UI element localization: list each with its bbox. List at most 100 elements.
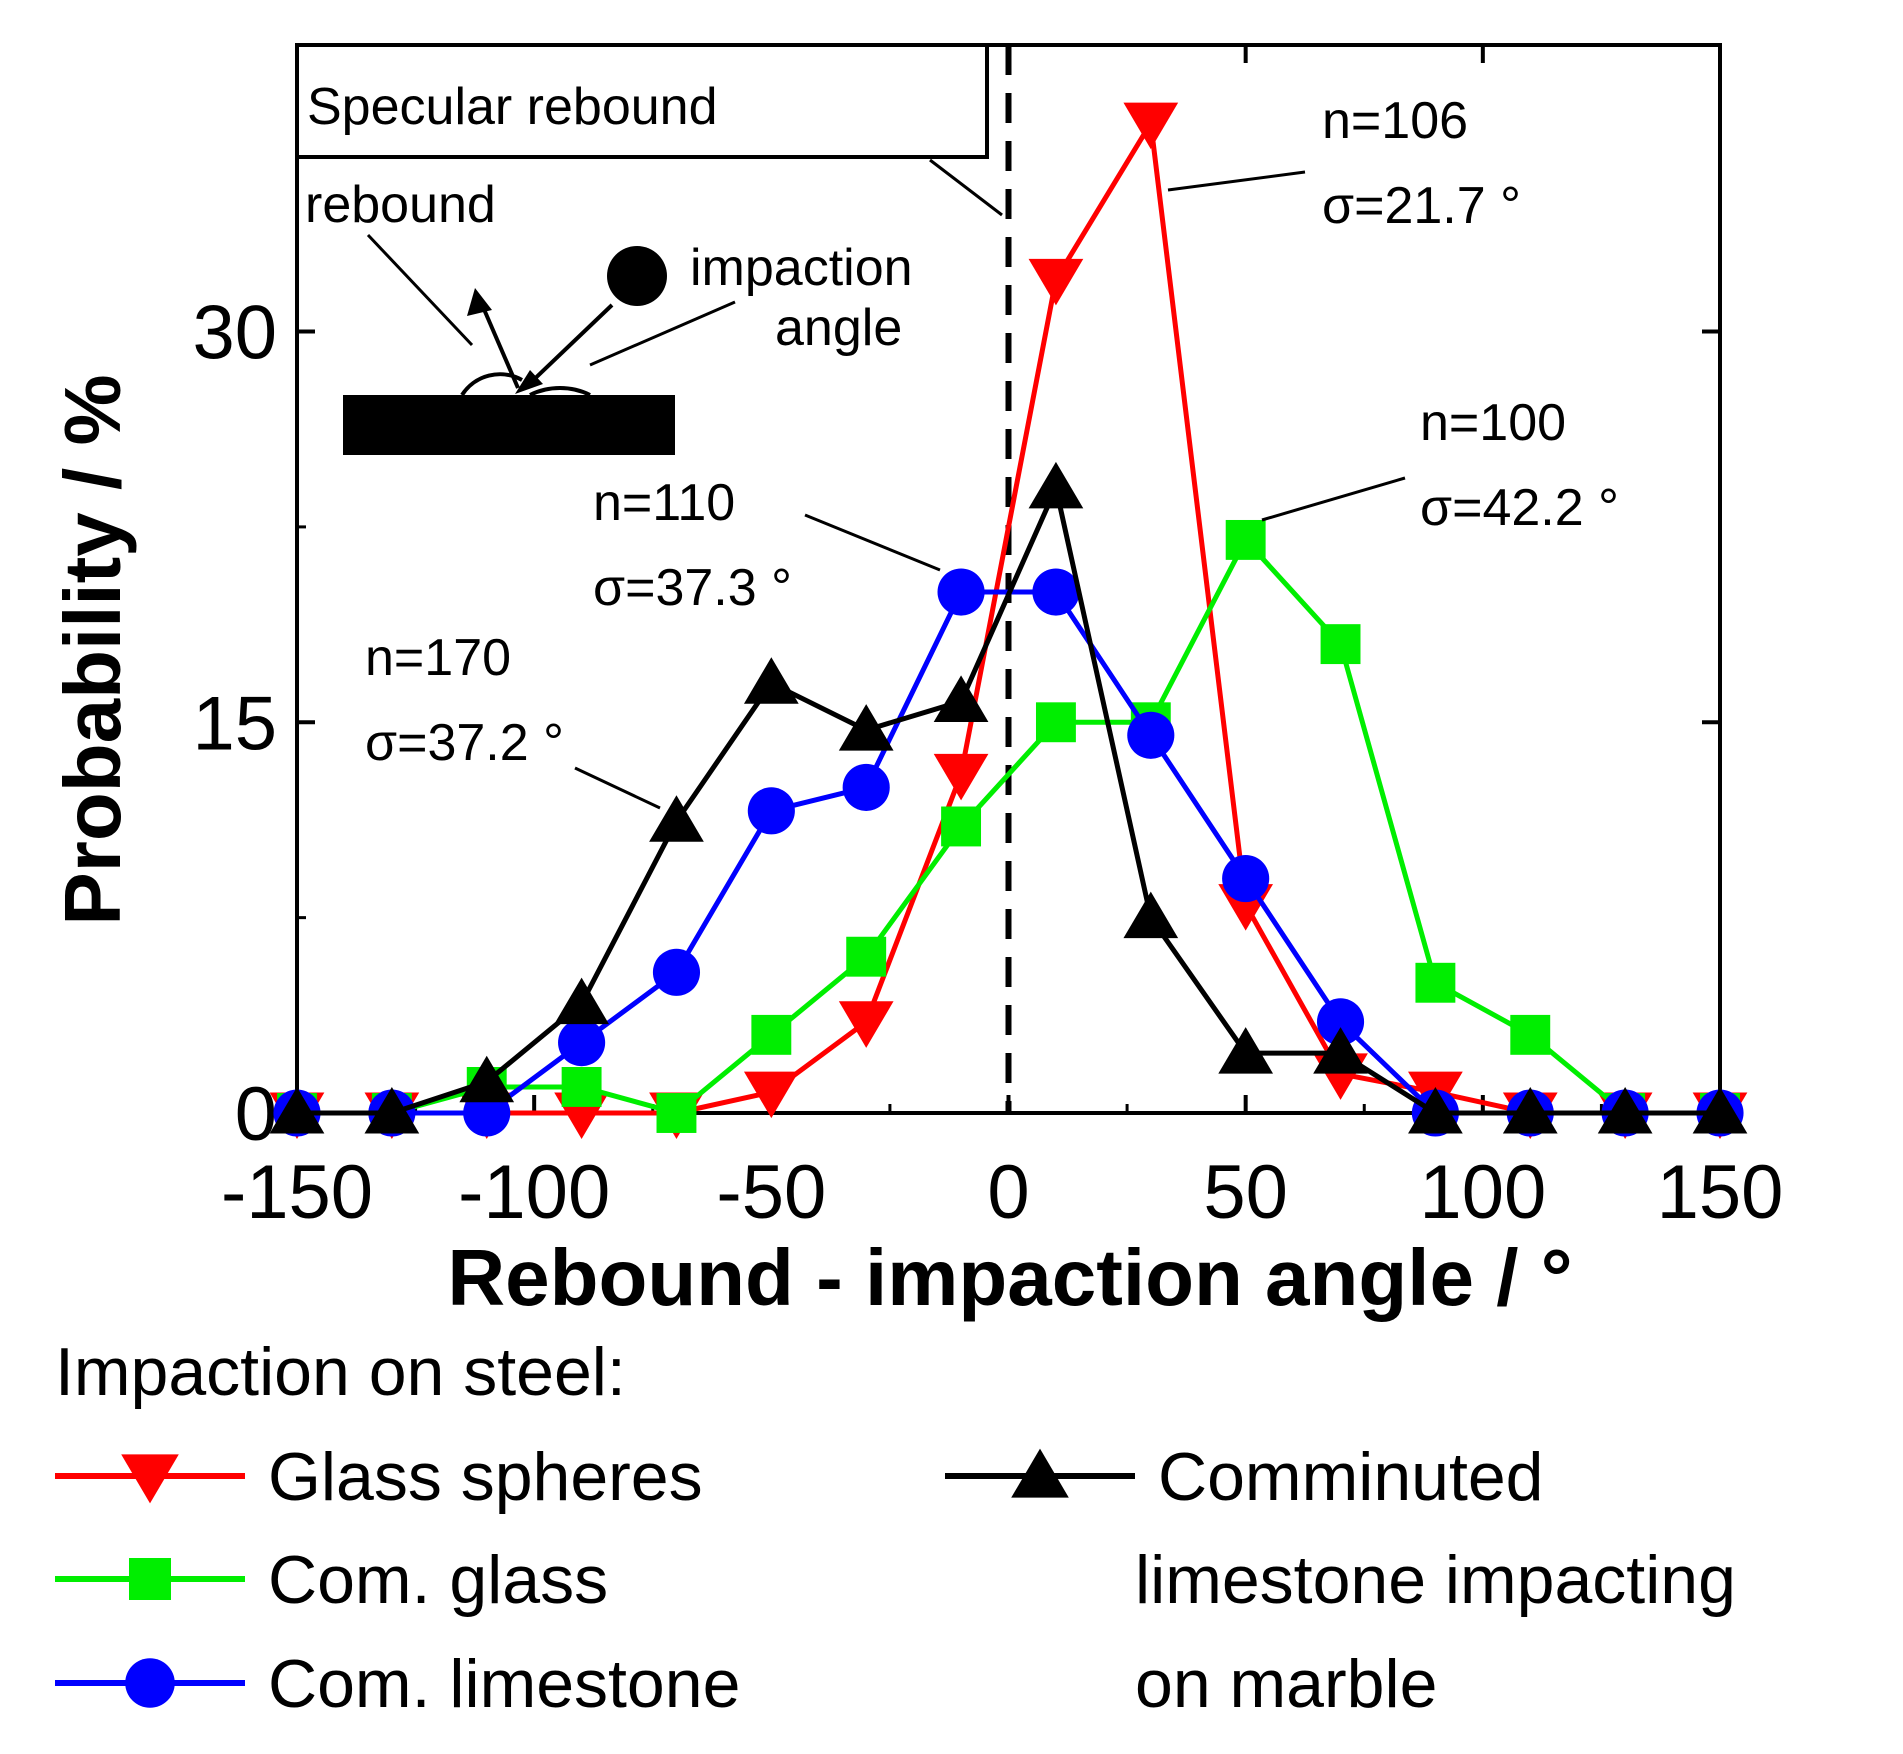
data-point-comminuted-limestone-impacting-on-marble [1597,1087,1653,1134]
data-point-comminuted-limestone-impacting-on-marble [649,795,704,842]
annotation-text: σ=21.7 ° [1322,177,1521,235]
annotation-text: n=170 [365,629,511,687]
series-layer [269,102,1748,1139]
data-point-com-limestone [1316,998,1365,1046]
data-point-comminuted-limestone-impacting-on-marble [554,977,609,1025]
annotation-text: σ=37.3 ° [593,559,792,617]
impaction-label-line-1: impaction [690,239,913,297]
annotation-leader [804,513,941,572]
data-point-comminuted-limestone-impacting-on-marble [269,1087,325,1134]
legend-swatch-glass-spheres [55,1454,245,1504]
legend-swatch-com-limestone [55,1658,245,1708]
rebound-label-leader [366,233,474,347]
data-point-glass-spheres [933,753,989,801]
data-point-glass-spheres [743,1071,799,1119]
data-point-com-glass [1415,962,1456,1003]
legend-label-comminuted-line-3: on marble [1135,1646,1437,1722]
impaction-label-leader [589,300,736,367]
data-point-com-limestone [1222,855,1270,903]
data-point-glass-spheres [1123,102,1179,150]
annotation-leader [1261,476,1406,522]
inset-label-box [295,43,989,159]
data-point-comminuted-limestone-impacting-on-marble [1028,461,1084,509]
series-line-com-glass [297,537,1720,1116]
series-com-limestone [273,568,1744,1137]
data-point-comminuted-limestone-impacting-on-marble [1218,1027,1274,1074]
inset-box-label: Specular rebound [307,78,718,136]
data-point-comminuted-limestone-impacting-on-marble [1502,1087,1558,1134]
data-point-com-glass [561,1067,602,1107]
x-axis-title: Rebound - impaction angle / ° [447,1233,1572,1322]
annotation-text: σ=42.2 ° [1420,479,1619,537]
impaction-label-line-2: angle [775,299,902,357]
data-point-comminuted-limestone-impacting-on-marble [838,704,894,751]
annotation-glass-spheres: n=106 σ=21.7 ° [1167,92,1521,235]
specular-label-leader [929,158,1003,217]
y-tick-label: 15 [192,681,277,766]
data-point-com-glass [846,936,887,977]
data-point-com-limestone [1032,568,1080,616]
surface-block [343,395,675,455]
legend-swatch-marker [125,1658,175,1708]
data-point-com-limestone [558,1019,606,1067]
legend-label-glass-spheres: Glass spheres [268,1439,703,1515]
data-point-comminuted-limestone-impacting-on-marble [1408,1087,1463,1134]
annotation-com-limestone: n=110 σ=37.3 ° [593,474,941,617]
series-comminuted-limestone-impacting-on-marble [269,461,1748,1134]
data-point-com-limestone [652,948,701,996]
legend-swatch-marker [129,1558,171,1600]
annotation-leader [1167,170,1306,192]
data-point-glass-spheres [1028,258,1084,306]
annotation-com-glass: n=100 σ=42.2 ° [1261,394,1619,537]
rebound-label: rebound [305,176,496,234]
data-point-com-glass [1225,519,1266,560]
data-point-com-glass [751,1014,792,1055]
legend: Impaction on steel: Glass spheres Com. g… [55,1334,1736,1722]
legend-swatches [55,1448,1135,1708]
data-point-comminuted-limestone-impacting-on-marble [1313,1027,1368,1074]
data-point-com-glass [1320,624,1361,665]
data-point-com-glass [1035,702,1076,743]
specular-rebound-inset: Specular rebound rebound impaction angle [295,43,1003,455]
data-point-comminuted-limestone-impacting-on-marble [933,675,989,722]
data-point-comminuted-limestone-impacting-on-marble [364,1087,420,1134]
data-point-com-limestone [1127,711,1175,759]
x-tick-label: 50 [1203,1150,1288,1235]
impaction-path-line [523,303,614,390]
legend-swatch-com-glass [55,1558,245,1600]
legend-label-comminuted-line-1: Comminuted [1158,1439,1544,1515]
data-point-glass-spheres [838,1001,894,1048]
x-tick-label: -50 [716,1150,826,1235]
data-point-comminuted-limestone-impacting-on-marble [459,1055,515,1103]
y-axis-title: Probability / % [48,374,137,925]
annotation-text: n=100 [1420,394,1566,452]
data-point-comminuted-limestone-impacting-on-marble [1123,891,1179,939]
data-point-comminuted-limestone-impacting-on-marble [1692,1087,1748,1134]
impaction-arrowhead [515,370,543,394]
annotation-text: n=110 [593,474,735,532]
data-point-com-glass [941,806,982,847]
series-line-comminuted-limestone-impacting-on-marble [297,485,1720,1116]
particle-icon [607,246,667,306]
x-tick-label: 150 [1657,1150,1784,1235]
data-point-com-limestone [747,787,795,835]
data-point-com-limestone [937,568,985,616]
legend-swatch-comminuted-limestone-impacting-on-marble [945,1448,1135,1498]
x-tick-label: -150 [221,1150,373,1235]
data-point-comminuted-limestone-impacting-on-marble [743,657,799,704]
x-tick-label: -100 [458,1150,610,1235]
y-tick-label: 0 [235,1072,277,1157]
legend-label-comminuted-line-2: limestone impacting [1135,1542,1736,1618]
x-tick-label: 100 [1419,1150,1546,1235]
legend-swatch-marker [1011,1448,1069,1498]
series-line-glass-spheres [297,120,1720,1116]
annotation-leader [574,766,661,810]
rebound-direction-arrow [478,299,520,389]
annotation-comminuted-limestone-impacting-on-marble: n=170 σ=37.2 ° [365,629,661,810]
rebound-arrowhead [467,288,492,316]
impaction-angle-arc [529,386,591,397]
x-tick-label: 0 [987,1150,1029,1235]
